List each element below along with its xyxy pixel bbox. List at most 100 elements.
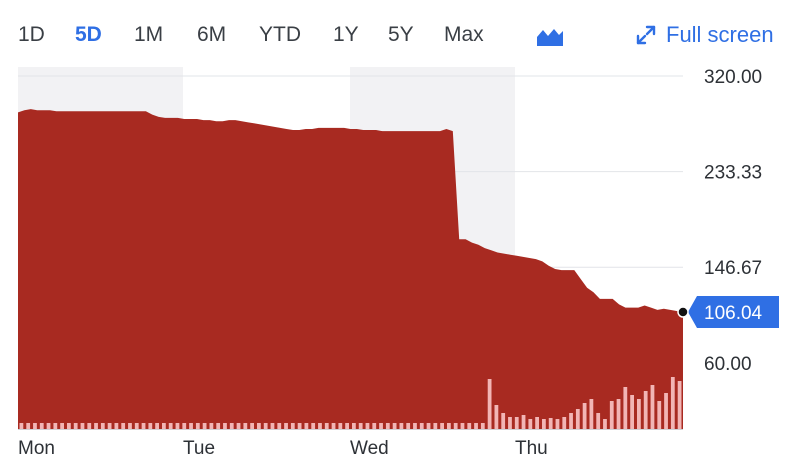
volume-bar [480,423,485,429]
volume-bar [318,423,322,429]
volume-bar [379,423,383,429]
volume-bar [26,423,31,429]
x-axis-labels: Mon Tue Wed Thu [18,438,548,459]
volume-bar [94,423,98,429]
fullscreen-button[interactable]: Full screen [634,20,774,50]
volume-bar [223,423,227,429]
range-6m-button[interactable]: 6M [197,20,226,50]
volume-bar [216,423,221,429]
volume-bar [250,423,254,429]
y-tick-label-2: 146.67 [704,258,762,279]
volume-bar [460,423,465,429]
volume-bar [426,423,431,429]
volume-bar [548,418,553,429]
range-1y-button[interactable]: 1Y [333,20,359,50]
volume-bar [670,377,675,429]
volume-bar [345,423,349,429]
volume-bar [189,423,193,429]
volume-bar [569,413,573,429]
volume-bar [53,423,58,429]
volume-bar [284,423,288,429]
volume-bar [582,403,587,429]
volume-bar [148,423,153,429]
x-label-tue: Tue [183,438,215,459]
y-tick-label-3: 60.00 [704,354,752,375]
volume-bar [33,423,37,429]
volume-bar [575,409,580,429]
volume-bar [643,391,648,429]
chart-toolbar: 1D 5D 1M 6M YTD 1Y 5Y Max Full screen [0,0,800,64]
volume-bar [399,423,404,429]
volume-bar [73,423,78,429]
volume-bar [372,423,377,429]
volume-bar [542,419,546,429]
volume-bar [358,423,363,429]
price-area [18,109,683,429]
volume-bar [175,423,180,429]
current-price-marker: 106.04 [677,296,779,329]
x-label-wed: Wed [350,438,389,459]
volume-bar [623,387,628,429]
fullscreen-label: Full screen [666,22,774,47]
range-max-button[interactable]: Max [444,20,484,50]
volume-bar [609,401,614,429]
volume-bar [535,417,539,429]
volume-bar [677,381,682,429]
volume-bar [338,423,343,429]
y-tick-label-1: 233.33 [704,163,762,184]
volume-bar [487,379,492,429]
volume-bar [39,423,44,429]
volume-bar [440,423,444,429]
volume-bar [128,423,132,429]
volume-bars [19,377,682,429]
range-5d-button[interactable]: 5D [75,20,102,50]
volume-bar [392,423,397,429]
volume-bar [419,423,424,429]
volume-bar [562,417,567,429]
volume-bar [385,423,390,429]
volume-bar [664,393,668,429]
range-ytd-button[interactable]: YTD [259,20,301,50]
volume-bar [508,417,512,429]
volume-bar [270,423,275,429]
range-5y-button[interactable]: 5Y [388,20,414,50]
volume-bar [589,399,594,429]
volume-bar [637,399,641,429]
volume-bar [19,423,24,429]
current-price-tag [688,296,779,329]
volume-bar [494,405,499,429]
volume-bar [100,423,105,429]
volume-bar [474,423,478,429]
volume-bar [406,423,411,429]
volume-bar [521,415,526,429]
volume-bar [277,423,282,429]
volume-bar [80,423,85,429]
volume-bar [467,423,472,429]
range-1d-button[interactable]: 1D [18,20,45,50]
volume-bar [67,423,71,429]
volume-bar [657,401,662,429]
volume-bar [141,423,146,429]
volume-bar [555,419,560,429]
range-1m-button[interactable]: 1M [134,20,163,50]
volume-bar [365,423,370,429]
volume-bar [352,423,356,429]
volume-bar [311,423,316,429]
volume-bar [501,413,506,429]
volume-bar [603,419,607,429]
volume-bar [209,423,214,429]
volume-bar [290,423,295,429]
volume-bar [257,423,261,429]
volume-bar [433,423,438,429]
volume-bar [447,423,451,429]
volume-bar [60,423,64,429]
volume-bar [236,423,241,429]
volume-bar [324,423,329,429]
volume-bar [107,423,112,429]
volume-bar [195,423,200,429]
volume-bar [616,399,621,429]
mountain-chart-icon[interactable] [536,25,564,47]
last-point-dot [677,306,689,318]
volume-bar [202,423,207,429]
